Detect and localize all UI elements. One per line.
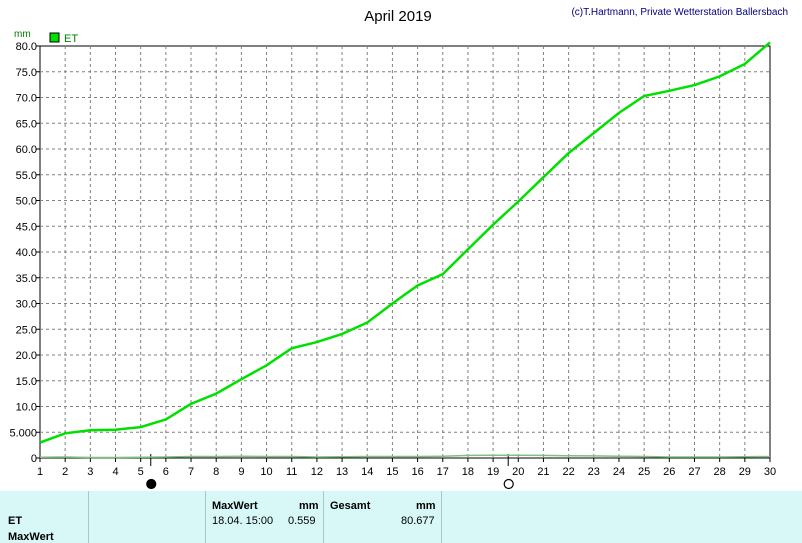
- chart: April 2019 (c)T.Hartmann, Private Wetter…: [9, 7, 788, 490]
- x-tick-label: 6: [163, 466, 169, 478]
- x-tick-label: 3: [87, 466, 93, 478]
- grid: [40, 46, 770, 458]
- y-tick-label: 40.0: [16, 247, 37, 259]
- x-tick-label: 20: [512, 466, 524, 478]
- total-header: Gesamt: [330, 500, 371, 512]
- x-tick-label: 4: [112, 466, 118, 478]
- x-tick-label: 25: [638, 466, 650, 478]
- y-tick-label: 50.0: [16, 196, 37, 208]
- full-moon-icon: [503, 478, 514, 490]
- y-axis-unit: mm: [14, 29, 31, 40]
- y-tick-label: 60.0: [16, 144, 37, 156]
- x-tick-label: 28: [714, 466, 726, 478]
- series-line-et-maxwert: [39, 454, 771, 459]
- y-tick-label: 45.0: [16, 221, 37, 233]
- x-tick-label: 11: [286, 466, 297, 478]
- moon-phases: [146, 454, 514, 490]
- x-tick-label: 5: [138, 466, 144, 478]
- summary-table: ET MaxWert MaxWert mm 18.04. 15:00 0.559…: [0, 491, 802, 543]
- y-tick-label: 30.0: [16, 299, 37, 311]
- x-tick-label: 30: [764, 466, 776, 478]
- x-tick-label: 22: [562, 466, 574, 478]
- copyright-text: (c)T.Hartmann, Private Wetterstation Bal…: [571, 7, 788, 18]
- total-value: 80.677: [401, 515, 435, 527]
- y-axis: 0 5.000 10.0 15.0 20.0 25.0 30.0 35.0 40.0 45.0 50…: [9, 41, 40, 465]
- legend-label: ET: [64, 33, 78, 45]
- y-tick-label: 0: [31, 453, 37, 465]
- row-label-maxwert: MaxWert: [8, 531, 54, 543]
- x-tick-label: 23: [588, 466, 600, 478]
- x-tick-label: 19: [487, 466, 499, 478]
- legend-swatch: [49, 32, 60, 43]
- x-tick-label: 21: [537, 466, 549, 478]
- summary-label-cell: [0, 491, 89, 543]
- y-tick-label: 5.000: [9, 427, 37, 439]
- y-tick-label: 75.0: [16, 67, 37, 79]
- y-tick-label: 70.0: [16, 93, 37, 105]
- x-tick-label: 9: [238, 466, 244, 478]
- x-tick-label: 26: [663, 466, 675, 478]
- x-tick-label: 24: [613, 466, 625, 478]
- max-date: 18.04. 15:00: [212, 515, 274, 527]
- y-tick-label: 65.0: [16, 118, 37, 130]
- legend: ET: [49, 32, 78, 45]
- max-unit: mm: [299, 500, 319, 512]
- max-value: 0.559: [288, 515, 316, 527]
- x-tick-label: 10: [260, 466, 272, 478]
- x-tick-label: 15: [386, 466, 398, 478]
- row-label-et: ET: [8, 515, 23, 527]
- x-tick-label: 29: [739, 466, 751, 478]
- x-tick-label: 8: [213, 466, 219, 478]
- series-layer: [39, 41, 771, 459]
- y-tick-label: 80.0: [16, 41, 37, 53]
- x-tick-label: 7: [188, 466, 194, 478]
- x-tick-label: 12: [311, 466, 323, 478]
- series-line-et: [39, 41, 771, 444]
- x-tick-label: 1: [37, 466, 43, 478]
- x-tick-label: 13: [336, 466, 348, 478]
- y-tick-label: 25.0: [16, 324, 37, 336]
- max-header: MaxWert: [212, 500, 258, 512]
- x-tick-label: 18: [462, 466, 474, 478]
- x-axis: 1 2 3 4 5 6 7 8 9 10 11 12 13 14 15 16 17 18 19 20 21 22 23 24 2…: [37, 458, 776, 478]
- x-tick-label: 2: [62, 466, 68, 478]
- new-moon-icon: [146, 478, 157, 490]
- y-tick-label: 10.0: [16, 402, 37, 414]
- x-tick-label: 17: [437, 466, 449, 478]
- y-tick-label: 35.0: [16, 273, 37, 285]
- x-tick-label: 14: [361, 466, 373, 478]
- summary-empty-cell: [89, 491, 206, 543]
- y-tick-label: 15.0: [16, 376, 37, 388]
- chart-title: April 2019: [364, 8, 432, 25]
- summary-total-cell: [324, 491, 442, 543]
- summary-max-cell: [206, 491, 324, 543]
- total-unit: mm: [416, 500, 436, 512]
- y-tick-label: 20.0: [16, 350, 37, 362]
- y-tick-label: 55.0: [16, 170, 37, 182]
- x-tick-label: 16: [411, 466, 423, 478]
- x-tick-label: 27: [688, 466, 700, 478]
